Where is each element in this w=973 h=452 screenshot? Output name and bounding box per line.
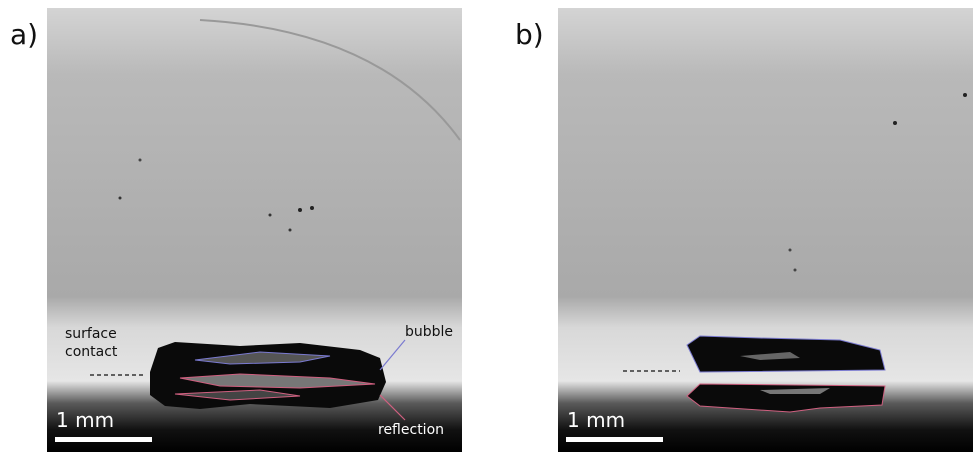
scale-bar-label: 1 mm: [567, 408, 626, 432]
annotation: reflection: [378, 422, 445, 438]
annotation: bubble: [405, 324, 454, 340]
panel-label: a): [10, 18, 39, 51]
scale-bar-label: 1 mm: [56, 408, 115, 432]
panel-a-image: [47, 8, 462, 452]
panel-label: b): [515, 18, 544, 51]
panel-b-image: [558, 8, 973, 452]
annotation: surface contact: [65, 326, 118, 360]
